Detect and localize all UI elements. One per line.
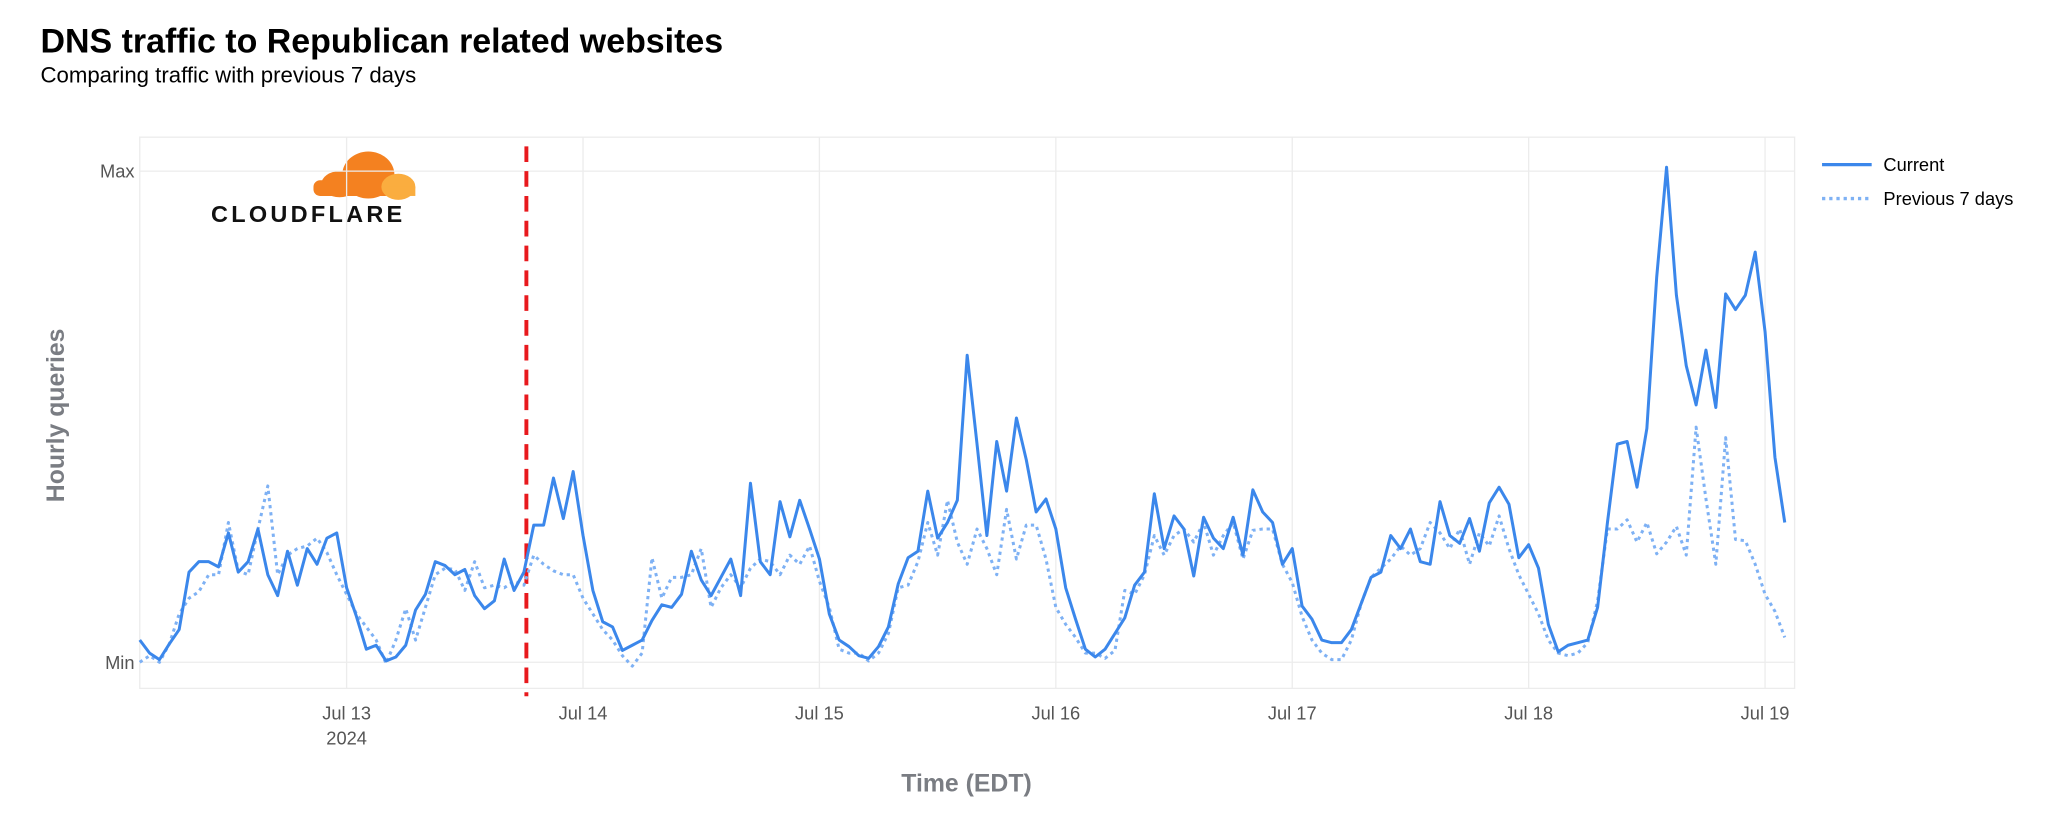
x-tick-label: Jul 18 [1504,703,1553,724]
chart-title: DNS traffic to Republican related websit… [40,22,723,60]
legend-label: Current [1883,154,1944,175]
x-tick-label: Jul 16 [1031,703,1080,724]
y-tick-label: Min [105,652,134,673]
logo-cloud [386,186,416,196]
x-tick-label: Jul 14 [559,703,608,724]
x-tick-label: Jul 17 [1268,703,1317,724]
series-line [138,165,1787,663]
legend: Current Previous 7 days [1822,154,2013,209]
x-year-label: 2024 [326,728,367,749]
legend-label: Previous 7 days [1883,188,2013,209]
logo: CLOUDFLARE [211,151,416,227]
logo-cloud [313,180,392,196]
logo-text: CLOUDFLARE [211,201,406,227]
chart-subtitle: Comparing traffic with previous 7 days [40,62,416,87]
x-tick-label: Jul 15 [795,703,844,724]
plot-frame [139,136,1796,690]
y-axis-label: Hourly queries [43,329,70,503]
series-line [138,425,1787,668]
x-tick-label: Jul 13 [322,703,371,724]
y-tick-label: Max [100,161,135,182]
x-axis-label: Time (EDT) [901,771,1031,798]
x-tick-label: Jul 19 [1741,703,1790,724]
